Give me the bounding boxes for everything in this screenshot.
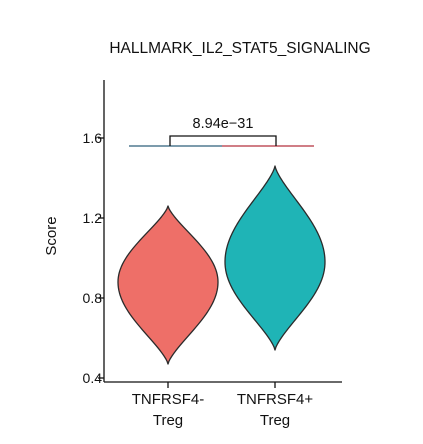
x-tick-label-line2: Treg bbox=[260, 412, 290, 429]
y-tick-label: 1.6 bbox=[83, 130, 103, 146]
x-tick-label-line1: TNFRSF4- bbox=[132, 391, 205, 408]
y-tick-label: 0.8 bbox=[83, 290, 103, 306]
y-ticks: 0.4 0.8 1.2 1.6 bbox=[83, 130, 104, 386]
chart-title: HALLMARK_IL2_STAT5_SIGNALING bbox=[109, 40, 370, 57]
x-tick-label-line1: TNFRSF4+ bbox=[237, 391, 314, 408]
x-ticks: TNFRSF4- Treg TNFRSF4+ Treg bbox=[132, 382, 314, 429]
p-value-label: 8.94e−31 bbox=[193, 116, 254, 132]
y-tick-label: 0.4 bbox=[83, 370, 103, 386]
significance-annotation: 8.94e−31 bbox=[129, 116, 314, 147]
y-axis-label: Score bbox=[43, 216, 60, 255]
x-tick-label-line2: Treg bbox=[153, 412, 183, 429]
y-tick-label: 1.2 bbox=[83, 210, 103, 226]
significance-bracket bbox=[169, 135, 277, 146]
violin-2 bbox=[224, 165, 326, 351]
violin-1 bbox=[117, 205, 219, 365]
violins bbox=[117, 165, 326, 365]
